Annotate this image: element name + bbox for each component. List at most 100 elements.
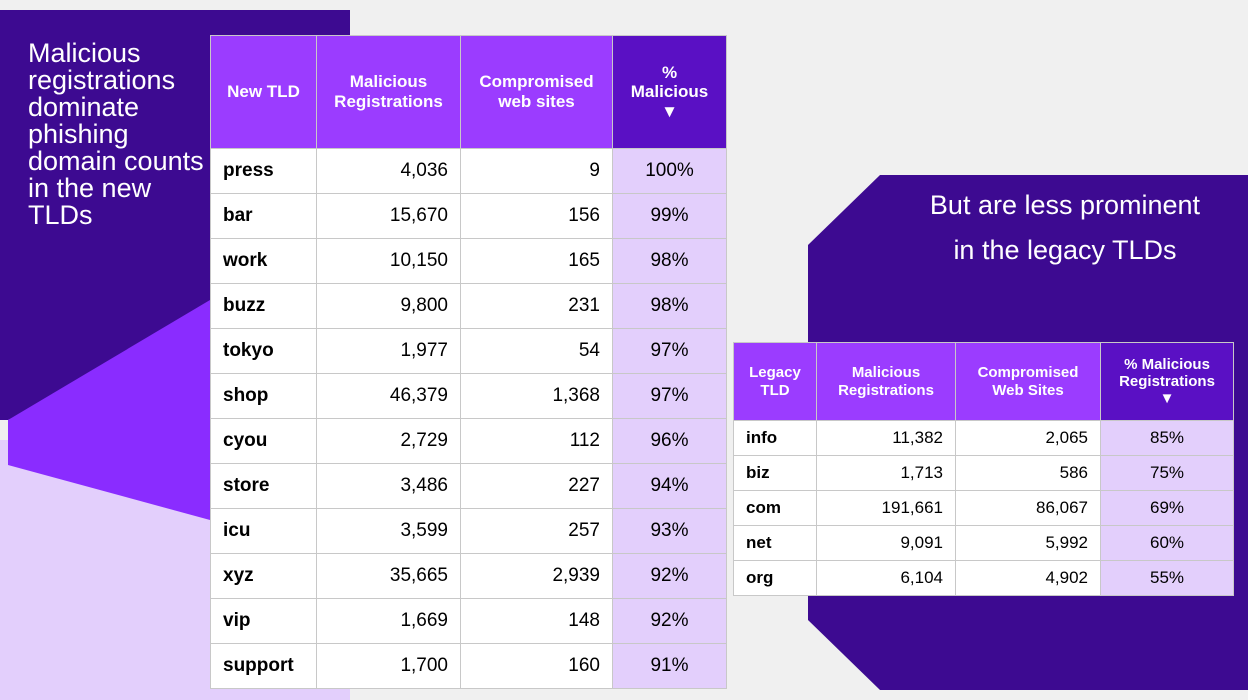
tld-cell: buzz [210, 283, 317, 329]
column-header: Compromised web sites [460, 35, 613, 149]
percent-cell: 92% [612, 598, 727, 644]
count-cell: 4,036 [316, 148, 461, 194]
count-cell: 2,729 [316, 418, 461, 464]
table-row: net 9,091 5,992 60% [733, 525, 1234, 561]
header-row: Legacy TLD Malicious Registrations Comprom… [733, 342, 1234, 421]
tld-cell: xyz [210, 553, 317, 599]
tld-cell: info [733, 420, 817, 456]
count-cell: 9,800 [316, 283, 461, 329]
percent-cell: 100% [612, 148, 727, 194]
count-cell: 257 [460, 508, 613, 554]
table-row: bar 15,670 156 99% [210, 193, 727, 239]
count-cell: 5,992 [955, 525, 1101, 561]
table-row: biz 1,713 586 75% [733, 455, 1234, 491]
count-cell: 10,150 [316, 238, 461, 284]
count-cell: 3,599 [316, 508, 461, 554]
tld-cell: biz [733, 455, 817, 491]
count-cell: 148 [460, 598, 613, 644]
tld-cell: com [733, 490, 817, 526]
column-header: Legacy TLD [733, 342, 817, 421]
tld-cell: press [210, 148, 317, 194]
count-cell: 1,669 [316, 598, 461, 644]
tld-cell: icu [210, 508, 317, 554]
right-heading: But are less prominent in the legacy TLD… [929, 190, 1201, 265]
percent-cell: 94% [612, 463, 727, 509]
count-cell: 1,368 [460, 373, 613, 419]
percent-cell: 97% [612, 328, 727, 374]
tld-cell: shop [210, 373, 317, 419]
count-cell: 46,379 [316, 373, 461, 419]
count-cell: 112 [460, 418, 613, 464]
table-row: icu 3,599 257 93% [210, 508, 727, 554]
count-cell: 231 [460, 283, 613, 329]
percent-cell: 93% [612, 508, 727, 554]
percent-cell: 98% [612, 238, 727, 284]
count-cell: 2,939 [460, 553, 613, 599]
percent-cell: 60% [1100, 525, 1234, 561]
percent-cell: 55% [1100, 560, 1234, 596]
header-row: New TLD Malicious Registrations Compromise… [210, 35, 727, 149]
percent-cell: 91% [612, 643, 727, 689]
new-tld-table: New TLD Malicious Registrations Compromise… [210, 35, 727, 689]
percent-cell: 96% [612, 418, 727, 464]
column-header: New TLD [210, 35, 317, 149]
tld-cell: bar [210, 193, 317, 239]
table-row: xyz 35,665 2,939 92% [210, 553, 727, 599]
count-cell: 1,700 [316, 643, 461, 689]
count-cell: 86,067 [955, 490, 1101, 526]
accent-wedge [8, 300, 210, 520]
count-cell: 2,065 [955, 420, 1101, 456]
table-row: org 6,104 4,902 55% [733, 560, 1234, 596]
tld-cell: store [210, 463, 317, 509]
tld-cell: vip [210, 598, 317, 644]
count-cell: 9 [460, 148, 613, 194]
count-cell: 15,670 [316, 193, 461, 239]
table-row: cyou 2,729 112 96% [210, 418, 727, 464]
percent-cell: 92% [612, 553, 727, 599]
legacy-tld-table: Legacy TLD Malicious Registrations Comprom… [733, 342, 1234, 596]
column-header: Malicious Registrations [316, 35, 461, 149]
tld-cell: tokyo [210, 328, 317, 374]
table-row: vip 1,669 148 92% [210, 598, 727, 644]
table-row: buzz 9,800 231 98% [210, 283, 727, 329]
table-row: store 3,486 227 94% [210, 463, 727, 509]
column-header: % Malicious Registrations ▼ [1100, 342, 1234, 421]
count-cell: 227 [460, 463, 613, 509]
column-header: % Malicious ▼ [612, 35, 727, 149]
count-cell: 6,104 [816, 560, 956, 596]
count-cell: 54 [460, 328, 613, 374]
count-cell: 11,382 [816, 420, 956, 456]
column-header: Malicious Registrations [816, 342, 956, 421]
tld-cell: net [733, 525, 817, 561]
tld-cell: work [210, 238, 317, 284]
table-row: shop 46,379 1,368 97% [210, 373, 727, 419]
count-cell: 1,713 [816, 455, 956, 491]
count-cell: 156 [460, 193, 613, 239]
percent-cell: 97% [612, 373, 727, 419]
count-cell: 9,091 [816, 525, 956, 561]
count-cell: 586 [955, 455, 1101, 491]
count-cell: 191,661 [816, 490, 956, 526]
count-cell: 160 [460, 643, 613, 689]
table-row: tokyo 1,977 54 97% [210, 328, 727, 374]
count-cell: 165 [460, 238, 613, 284]
count-cell: 35,665 [316, 553, 461, 599]
count-cell: 1,977 [316, 328, 461, 374]
table-row: press 4,036 9 100% [210, 148, 727, 194]
table-row: info 11,382 2,065 85% [733, 420, 1234, 456]
table-row: support 1,700 160 91% [210, 643, 727, 689]
count-cell: 4,902 [955, 560, 1101, 596]
percent-cell: 98% [612, 283, 727, 329]
count-cell: 3,486 [316, 463, 461, 509]
tld-cell: org [733, 560, 817, 596]
left-heading: Malicious registrations dominate phishin… [28, 38, 204, 230]
tld-cell: support [210, 643, 317, 689]
percent-cell: 85% [1100, 420, 1234, 456]
percent-cell: 69% [1100, 490, 1234, 526]
table-row: com 191,661 86,067 69% [733, 490, 1234, 526]
percent-cell: 99% [612, 193, 727, 239]
table-row: work 10,150 165 98% [210, 238, 727, 284]
tld-cell: cyou [210, 418, 317, 464]
column-header: Compromised Web Sites [955, 342, 1101, 421]
